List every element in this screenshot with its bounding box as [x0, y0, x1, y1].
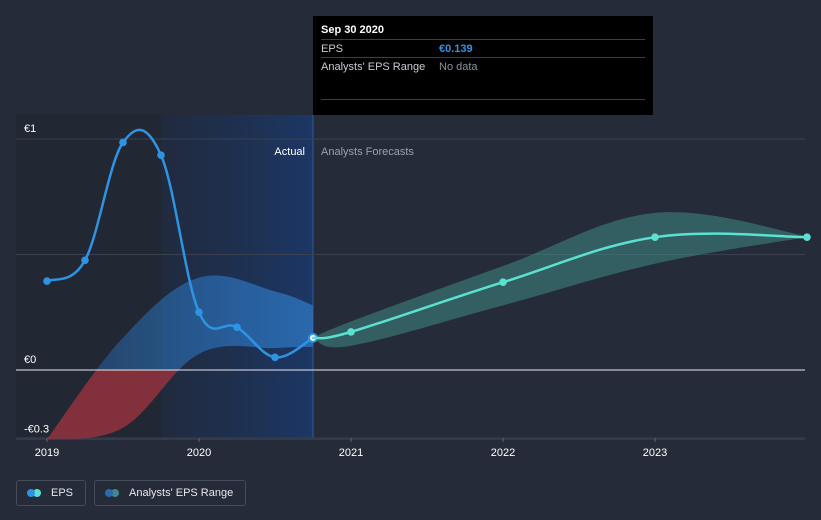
- data-point-forecast-2: [499, 278, 507, 287]
- tooltip-row-range: Analysts' EPS Range No data: [321, 57, 645, 75]
- actual-highlight-region: [161, 115, 313, 438]
- eps-swatch-icon: [27, 489, 43, 497]
- tooltip-spacer: [321, 75, 645, 100]
- legend-eps-label: EPS: [51, 487, 74, 499]
- x-tick-label-0: 2019: [35, 447, 59, 459]
- range-swatch-icon: [105, 489, 121, 497]
- forecast-label: Analysts Forecasts: [321, 146, 414, 158]
- x-tick-label-4: 2023: [643, 447, 667, 459]
- forecast-range-band: [313, 212, 807, 348]
- legend-range-label: Analysts' EPS Range: [129, 487, 234, 499]
- eps-swatch-dot-forecast: [33, 489, 41, 497]
- tooltip-row-eps: EPS €0.139: [321, 39, 645, 57]
- y-tick-label-2: -€0.3: [24, 423, 49, 435]
- x-tick-label-2: 2021: [339, 447, 363, 459]
- legend: EPS Analysts' EPS Range: [16, 480, 247, 506]
- tooltip-range-label: Analysts' EPS Range: [321, 60, 426, 73]
- data-point-actual-6: [271, 353, 279, 362]
- data-point-forecast-1: [347, 328, 355, 336]
- data-point-actual-1: [81, 256, 89, 265]
- y-tick-label-1: €0: [24, 354, 36, 366]
- tooltip: Sep 30 2020 EPS €0.139 Analysts' EPS Ran…: [313, 16, 653, 115]
- data-point-forecast-3: [651, 233, 659, 241]
- legend-item-eps[interactable]: EPS: [16, 480, 87, 506]
- eps-swatch-dot-actual: [27, 489, 35, 497]
- tooltip-eps-value: €0.139: [439, 42, 473, 55]
- tooltip-range-value: No data: [439, 60, 478, 73]
- range-swatch-dot-actual: [105, 489, 114, 497]
- data-point-actual-0: [43, 277, 51, 285]
- x-tick-label-1: 2020: [187, 447, 211, 459]
- series-line-actual: [45, 128, 315, 359]
- data-point-forecast-4: [803, 233, 811, 241]
- data-point-actual-2: [119, 138, 127, 147]
- data-point-actual-5: [233, 323, 241, 332]
- actual-label: Actual: [274, 146, 305, 158]
- range-swatch-dot-forecast: [111, 489, 120, 497]
- past-range-band-negative: [47, 370, 179, 440]
- x-tick-label-3: 2022: [491, 447, 515, 459]
- tooltip-eps-label: EPS: [321, 42, 344, 55]
- tooltip-date: Sep 30 2020: [321, 24, 384, 36]
- legend-item-range[interactable]: Analysts' EPS Range: [94, 480, 247, 506]
- data-point-actual-3: [157, 151, 165, 159]
- data-point-actual-4: [195, 308, 203, 317]
- y-tick-label-0: €1: [24, 123, 36, 135]
